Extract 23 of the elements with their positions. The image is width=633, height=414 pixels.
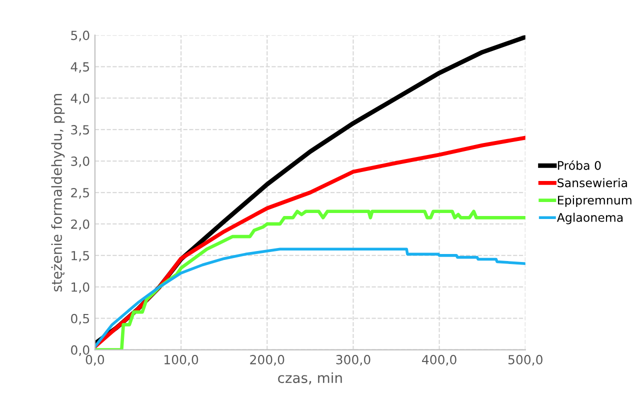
y-tick-label: 3,0: [71, 156, 90, 168]
y-tick-label: 1,0: [72, 282, 90, 294]
x-tick-label: 0,0: [86, 354, 104, 366]
x-tick-label: 500,0: [508, 354, 542, 366]
x-tick-label: 100,0: [164, 354, 198, 366]
y-axis-title: stężenie formaldehydu, ppm: [51, 94, 65, 292]
y-tick-label: 2,5: [71, 188, 89, 199]
y-tick-label: 4,5: [70, 62, 89, 73]
x-tick-label: 400,0: [422, 354, 456, 366]
legend-label: Próba 0: [558, 160, 601, 170]
y-tick-label: 0,0: [71, 345, 90, 356]
y-tick-label: 2,0: [71, 219, 90, 230]
legend-label: Epipremnum: [558, 195, 632, 207]
y-tick-label: 3,5: [71, 125, 89, 136]
x-tick-label: 200,0: [250, 354, 284, 366]
legend-label: Aglaonema: [556, 212, 623, 224]
x-tick-label: 300,0: [336, 354, 370, 366]
y-tick-label: 4,0: [70, 94, 90, 104]
y-tick-label: 5,0: [71, 30, 90, 42]
y-tick-label: 0,5: [71, 314, 89, 325]
legend-label: Sansewieria: [558, 178, 627, 188]
x-axis-title: czas, min: [278, 372, 342, 385]
y-tick-label: 1,5: [72, 251, 89, 262]
